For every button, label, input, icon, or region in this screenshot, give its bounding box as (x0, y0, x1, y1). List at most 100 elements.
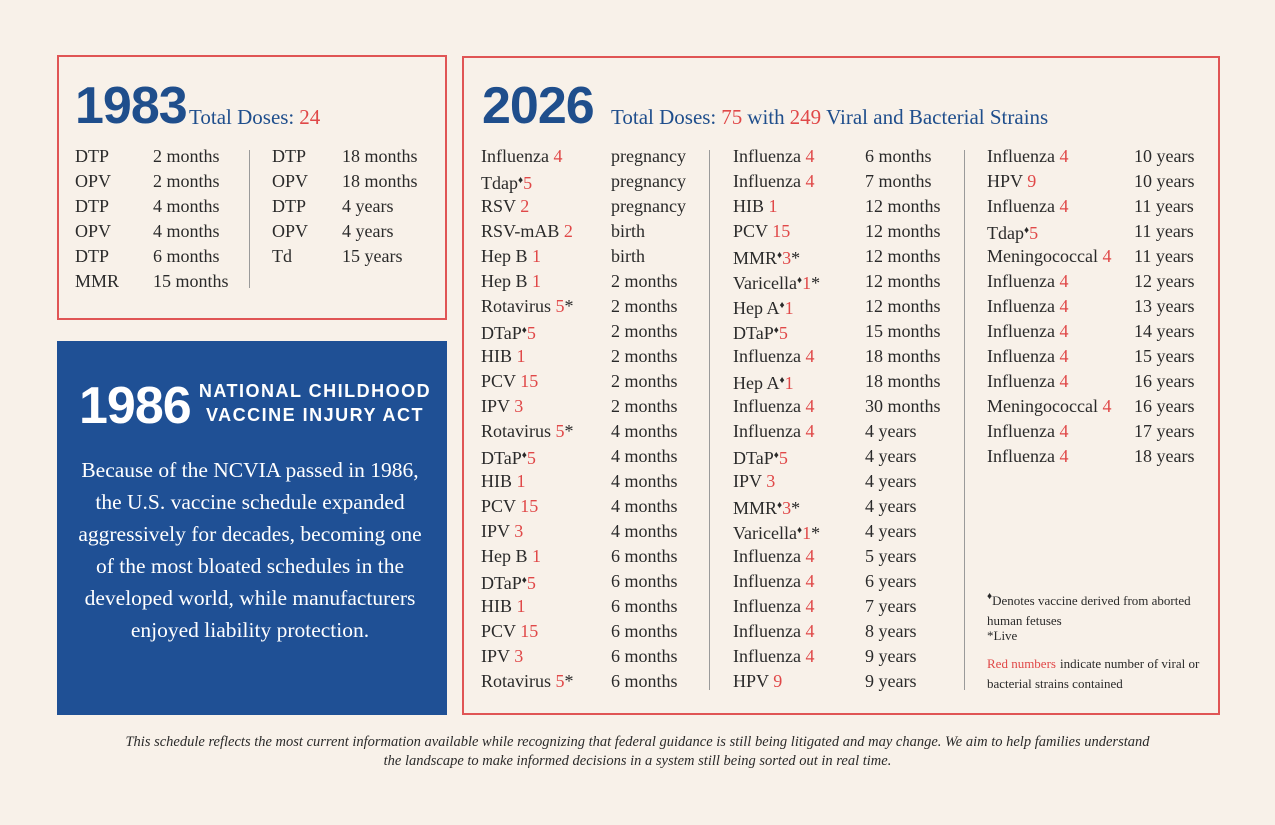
vaccine-age: 18 months (342, 146, 418, 166)
vaccine: DTaP♦5 (481, 446, 536, 468)
strain-count: 4 (553, 146, 563, 166)
vaccine: DTaP♦5 (481, 321, 536, 343)
vaccine-name: Influenza (733, 346, 801, 366)
strain-count: 5 (526, 448, 536, 468)
vaccine-age: 16 years (1134, 371, 1195, 391)
vaccine: Influenza 4 (733, 546, 814, 566)
vaccine-age: 15 years (1134, 346, 1195, 366)
red-text: indicate number of viral or bacterial st… (987, 656, 1200, 691)
vaccine-name: DTP (272, 146, 307, 166)
vaccine-age: pregnancy (611, 146, 686, 166)
vaccine-age: 11 years (1134, 246, 1194, 266)
vaccine: Tdap♦5 (481, 171, 532, 193)
vaccine-age: 9 years (865, 646, 917, 666)
vaccine-age: 6 years (865, 571, 917, 591)
live-mark: * (791, 248, 801, 268)
vaccine-name: RSV (481, 196, 516, 216)
vaccine: MMR♦3* (733, 496, 800, 518)
vaccine-age: pregnancy (611, 196, 686, 216)
vaccine-name: Hep A (733, 298, 780, 318)
strain-count: 15 (520, 621, 539, 641)
vaccine: RSV 2 (481, 196, 529, 216)
strain-count: 1 (784, 298, 794, 318)
vaccine-age: 4 months (611, 496, 678, 516)
fetal-mark: ♦ (1023, 225, 1030, 236)
fetal-mark: ♦ (796, 275, 803, 286)
vaccine-age: 18 months (342, 171, 418, 191)
vaccine: IPV 3 (481, 646, 523, 666)
fetal-mark: ♦ (521, 575, 527, 586)
vaccine: Influenza 4 (987, 421, 1068, 441)
strain-count: 4 (805, 146, 815, 166)
panel-1983 (57, 55, 447, 320)
vaccine-age: 12 months (865, 196, 941, 216)
vaccine: Influenza 4 (733, 421, 814, 441)
vaccine-name: Varicella (733, 523, 797, 543)
footer-line: This schedule reflects the most current … (125, 734, 1150, 750)
vaccine-age: 6 months (611, 646, 678, 666)
panel-1986 (57, 341, 447, 715)
vaccine: Influenza 4 (987, 196, 1068, 216)
vaccine-name: Hep B (481, 546, 528, 566)
vaccine-age: 4 years (342, 221, 394, 241)
year: 2026 (482, 77, 595, 135)
vaccine-age: 9 years (865, 671, 917, 691)
vaccine-name: MMR (733, 248, 778, 268)
vaccine-name: Influenza (987, 371, 1055, 391)
divider (964, 150, 965, 690)
vaccine-name: Influenza (733, 146, 801, 166)
fetal-mark: ♦ (779, 375, 785, 386)
vaccine: DTaP♦5 (481, 571, 536, 593)
strain-count: 15 (520, 371, 539, 391)
vaccine-name: Influenza (733, 171, 801, 191)
mark-text: Denotes vaccine derived from aborted hum… (987, 593, 1191, 628)
with: with (747, 105, 785, 129)
act-title: VACCINE INJURY ACT (205, 405, 425, 425)
vaccine-name: OPV (272, 171, 309, 191)
vaccine-age: 2 months (611, 371, 678, 391)
vaccine: DTaP♦5 (733, 446, 788, 468)
vaccine-age: birth (611, 221, 645, 241)
vaccine: PCV 15 (481, 621, 538, 641)
fetal-mark: ♦ (521, 450, 527, 461)
vaccine-name: Influenza (733, 546, 801, 566)
vaccine-name: Influenza (733, 571, 801, 591)
fetal-mark: ♦ (777, 500, 783, 511)
strain-count: 9 (773, 671, 783, 691)
vaccine: Hep A♦1 (733, 371, 794, 393)
vaccine-name: Influenza (733, 621, 801, 641)
year: 1983 (75, 77, 188, 135)
vaccine-age: 4 years (865, 521, 917, 541)
vaccine-name: Tdap (481, 173, 518, 193)
vaccine-name: DTP (75, 246, 110, 266)
vaccine: IPV 3 (481, 521, 523, 541)
strain-count: 4 (805, 346, 815, 366)
strain-count: 4 (1059, 296, 1069, 316)
fetal-mark: ♦ (796, 525, 803, 536)
total-doses: Total Doses: 75 with 249 Viral and Bacterial… (611, 105, 1053, 130)
strains-label: Viral and Bacterial Strains (826, 105, 1049, 129)
strain-count: 3 (514, 646, 524, 666)
vaccine-age: 4 years (342, 196, 394, 216)
fetal-mark: ♦ (779, 300, 785, 311)
strain-count: 4 (1059, 346, 1069, 366)
total-value: 24 (299, 105, 321, 129)
vaccine: Varicella♦1* (733, 271, 820, 293)
vaccine: Influenza 4 (733, 621, 814, 641)
vaccine: Influenza 4 (987, 346, 1068, 366)
vaccine: HIB 1 (481, 471, 526, 491)
fetal-mark: ♦ (517, 175, 524, 186)
vaccine-name: PCV (733, 221, 768, 241)
vaccine-name: Influenza (987, 346, 1055, 366)
vaccine-name: PCV (481, 371, 516, 391)
vaccine-age: 15 years (342, 246, 403, 266)
vaccine-name: OPV (75, 221, 112, 241)
vaccine-name: Influenza (987, 421, 1055, 441)
vaccine-age: 10 years (1134, 171, 1195, 191)
vaccine: Tdap♦5 (987, 221, 1038, 243)
vaccine-name: Td (272, 246, 292, 266)
strain-count: 4 (1102, 396, 1112, 416)
vaccine: Hep B 1 (481, 271, 541, 291)
vaccine-age: 4 months (611, 446, 678, 466)
strain-count: 1 (532, 546, 541, 566)
